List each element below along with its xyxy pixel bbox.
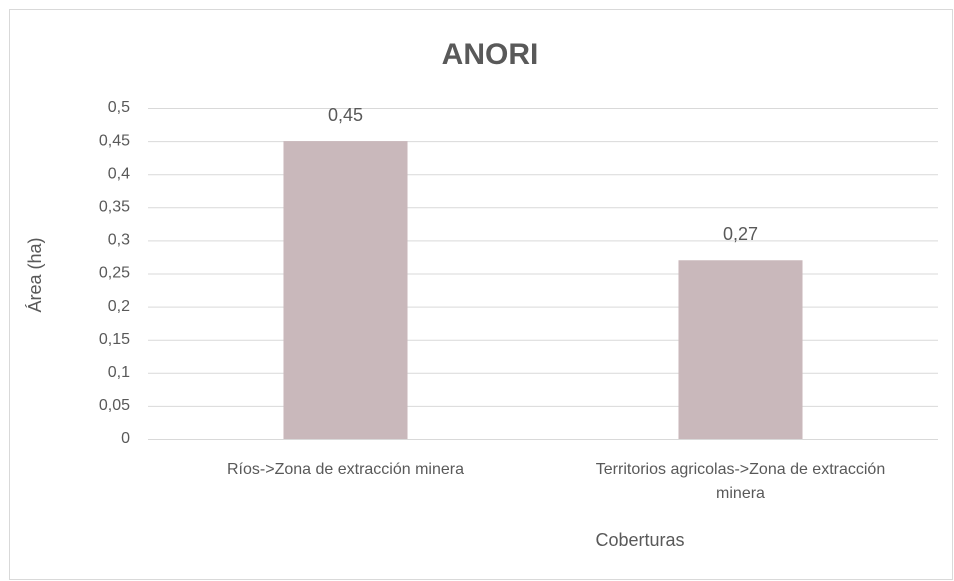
y-axis-title: Área (ha) xyxy=(25,237,45,312)
x-tick-label: Territorios agricolas->Zona de extracció… xyxy=(595,461,886,502)
y-tick-label: 0 xyxy=(121,430,130,447)
x-tick-label-box: Ríos->Zona de extracción minera xyxy=(227,461,464,478)
y-tick-label: 0,25 xyxy=(99,265,130,282)
bar xyxy=(283,141,408,439)
chart-title: ANORI xyxy=(442,38,539,71)
y-tick-label: 0,15 xyxy=(99,331,130,348)
y-tick-label: 0,05 xyxy=(99,397,130,414)
y-tick-label: 0,35 xyxy=(99,199,130,216)
x-axis-title: Coberturas xyxy=(595,530,684,550)
data-label: 0,27 xyxy=(723,224,758,244)
y-tick-label: 0,5 xyxy=(108,99,130,116)
y-tick-label: 0,3 xyxy=(108,232,130,249)
y-tick-label: 0,2 xyxy=(108,298,130,315)
y-tick-label: 0,1 xyxy=(108,364,130,381)
y-tick-label: 0,45 xyxy=(99,132,130,149)
bar xyxy=(678,260,803,439)
x-tick-label: Ríos->Zona de extracción minera xyxy=(227,461,464,478)
data-label: 0,45 xyxy=(328,105,363,125)
y-tick-label: 0,4 xyxy=(108,165,130,182)
x-tick-label-box: Territorios agricolas->Zona de extracció… xyxy=(595,461,886,502)
